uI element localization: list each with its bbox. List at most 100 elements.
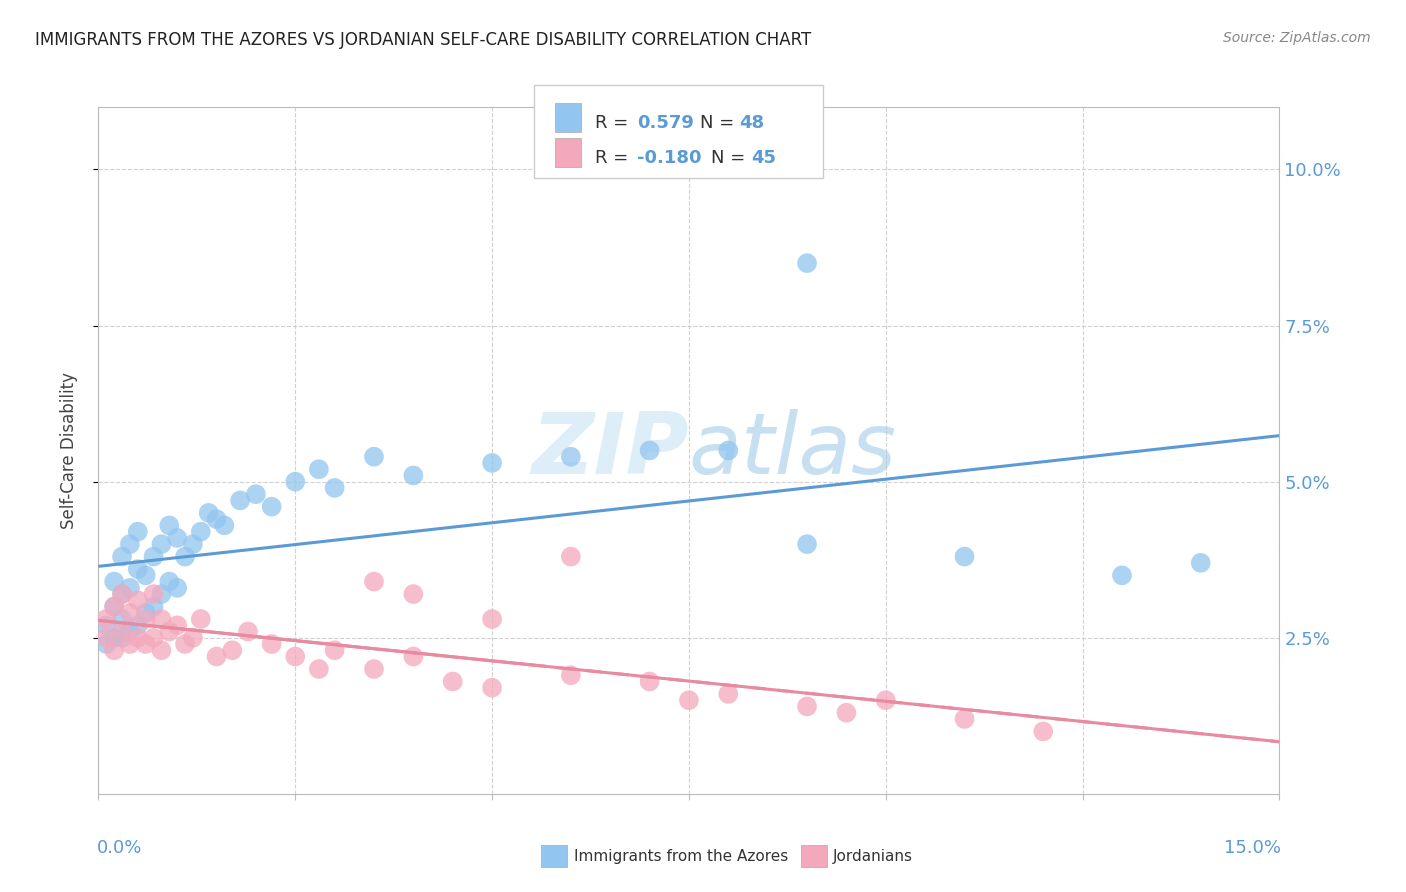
Point bbox=[96, 612, 118, 626]
Point bbox=[111, 549, 134, 564]
Point bbox=[142, 631, 165, 645]
Point bbox=[560, 450, 582, 464]
Point bbox=[150, 587, 173, 601]
Point bbox=[127, 618, 149, 632]
Point bbox=[481, 456, 503, 470]
Text: IMMIGRANTS FROM THE AZORES VS JORDANIAN SELF-CARE DISABILITY CORRELATION CHART: IMMIGRANTS FROM THE AZORES VS JORDANIAN … bbox=[35, 31, 811, 49]
Point bbox=[174, 549, 197, 564]
Point bbox=[402, 587, 425, 601]
Text: 15.0%: 15.0% bbox=[1223, 838, 1281, 856]
Point bbox=[205, 649, 228, 664]
Point bbox=[560, 668, 582, 682]
Point bbox=[135, 637, 157, 651]
Text: N =: N = bbox=[711, 149, 751, 167]
Point bbox=[103, 599, 125, 614]
Point bbox=[150, 612, 173, 626]
Point bbox=[402, 649, 425, 664]
Point bbox=[127, 562, 149, 576]
Point bbox=[214, 518, 236, 533]
Text: -0.180: -0.180 bbox=[637, 149, 702, 167]
Point bbox=[1032, 724, 1054, 739]
Point bbox=[174, 637, 197, 651]
Point bbox=[118, 606, 141, 620]
Point bbox=[363, 662, 385, 676]
Point bbox=[111, 587, 134, 601]
Point bbox=[402, 468, 425, 483]
Point bbox=[157, 518, 180, 533]
Point bbox=[638, 674, 661, 689]
Point bbox=[103, 574, 125, 589]
Point bbox=[127, 631, 149, 645]
Point bbox=[190, 612, 212, 626]
Point bbox=[236, 624, 259, 639]
Point bbox=[481, 681, 503, 695]
Point bbox=[363, 574, 385, 589]
Point bbox=[135, 568, 157, 582]
Point bbox=[1189, 556, 1212, 570]
Point bbox=[953, 549, 976, 564]
Point bbox=[181, 631, 204, 645]
Text: 45: 45 bbox=[751, 149, 776, 167]
Point bbox=[260, 637, 283, 651]
Point bbox=[323, 643, 346, 657]
Text: Jordanians: Jordanians bbox=[832, 849, 912, 863]
Text: Source: ZipAtlas.com: Source: ZipAtlas.com bbox=[1223, 31, 1371, 45]
Point bbox=[638, 443, 661, 458]
Point bbox=[481, 612, 503, 626]
Text: R =: R = bbox=[595, 114, 634, 132]
Point bbox=[441, 674, 464, 689]
Point bbox=[135, 612, 157, 626]
Point bbox=[111, 631, 134, 645]
Point bbox=[142, 587, 165, 601]
Point bbox=[103, 599, 125, 614]
Point bbox=[150, 643, 173, 657]
Point bbox=[142, 599, 165, 614]
Text: R =: R = bbox=[595, 149, 634, 167]
Point bbox=[111, 612, 134, 626]
Text: ZIP: ZIP bbox=[531, 409, 689, 492]
Point bbox=[308, 662, 330, 676]
Y-axis label: Self-Care Disability: Self-Care Disability bbox=[59, 372, 77, 529]
Point bbox=[111, 587, 134, 601]
Point bbox=[284, 649, 307, 664]
Point bbox=[166, 618, 188, 632]
Point bbox=[205, 512, 228, 526]
Point bbox=[260, 500, 283, 514]
Point bbox=[157, 574, 180, 589]
Point bbox=[190, 524, 212, 539]
Point bbox=[229, 493, 252, 508]
Point bbox=[135, 606, 157, 620]
Point bbox=[875, 693, 897, 707]
Point bbox=[1111, 568, 1133, 582]
Text: 48: 48 bbox=[740, 114, 765, 132]
Point bbox=[796, 699, 818, 714]
Point bbox=[142, 549, 165, 564]
Point bbox=[221, 643, 243, 657]
Point bbox=[560, 549, 582, 564]
Text: N =: N = bbox=[700, 114, 740, 132]
Point bbox=[953, 712, 976, 726]
Point bbox=[245, 487, 267, 501]
Text: 0.579: 0.579 bbox=[637, 114, 693, 132]
Point bbox=[181, 537, 204, 551]
Point bbox=[835, 706, 858, 720]
Point bbox=[96, 618, 118, 632]
Point bbox=[678, 693, 700, 707]
Point bbox=[96, 637, 118, 651]
Text: 0.0%: 0.0% bbox=[97, 838, 142, 856]
Point bbox=[103, 631, 125, 645]
Point bbox=[118, 637, 141, 651]
Point bbox=[127, 593, 149, 607]
Point bbox=[157, 624, 180, 639]
Point bbox=[284, 475, 307, 489]
Point bbox=[166, 581, 188, 595]
Text: atlas: atlas bbox=[689, 409, 897, 492]
Point bbox=[150, 537, 173, 551]
Point bbox=[103, 643, 125, 657]
Point bbox=[118, 581, 141, 595]
Point bbox=[323, 481, 346, 495]
Point bbox=[96, 631, 118, 645]
Text: Immigrants from the Azores: Immigrants from the Azores bbox=[574, 849, 787, 863]
Point bbox=[717, 443, 740, 458]
Point bbox=[166, 531, 188, 545]
